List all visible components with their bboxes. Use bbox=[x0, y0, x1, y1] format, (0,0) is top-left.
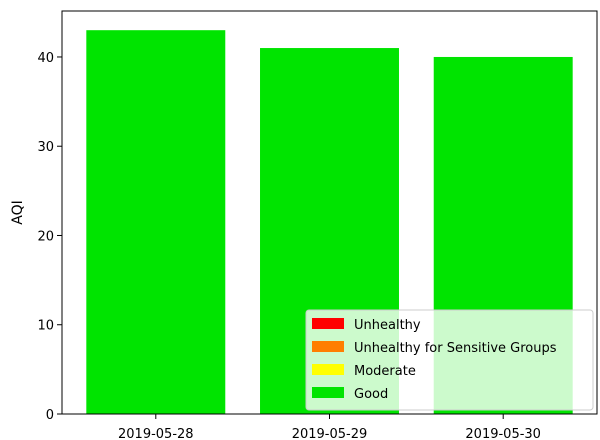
y-tick-label: 10 bbox=[37, 319, 54, 334]
legend-swatch bbox=[312, 387, 344, 398]
y-tick-label: 30 bbox=[37, 140, 54, 155]
y-axis-label: AQI bbox=[10, 200, 26, 224]
x-tick-label: 2019-05-29 bbox=[292, 427, 368, 440]
legend-swatch bbox=[312, 364, 344, 375]
y-axis: 0 10 20 30 40 bbox=[37, 51, 62, 423]
x-tick-label: 2019-05-28 bbox=[118, 427, 194, 440]
legend-label: Good bbox=[354, 387, 388, 402]
y-tick-label: 40 bbox=[37, 51, 54, 66]
legend-label: Unhealthy bbox=[354, 318, 421, 333]
legend-label: Unhealthy for Sensitive Groups bbox=[354, 341, 557, 356]
legend-swatch bbox=[312, 341, 344, 352]
legend-label: Moderate bbox=[354, 364, 416, 379]
legend-frame bbox=[305, 309, 594, 411]
legend: Unhealthy Unhealthy for Sensitive Groups M… bbox=[305, 309, 594, 411]
legend-swatch bbox=[312, 318, 344, 329]
x-axis: 2019-05-28 2019-05-29 2019-05-30 bbox=[118, 414, 541, 440]
bar-2019-05-28 bbox=[86, 30, 226, 414]
y-tick-label: 0 bbox=[46, 408, 54, 423]
x-tick-label: 2019-05-30 bbox=[465, 427, 541, 440]
y-tick-label: 20 bbox=[37, 229, 54, 244]
